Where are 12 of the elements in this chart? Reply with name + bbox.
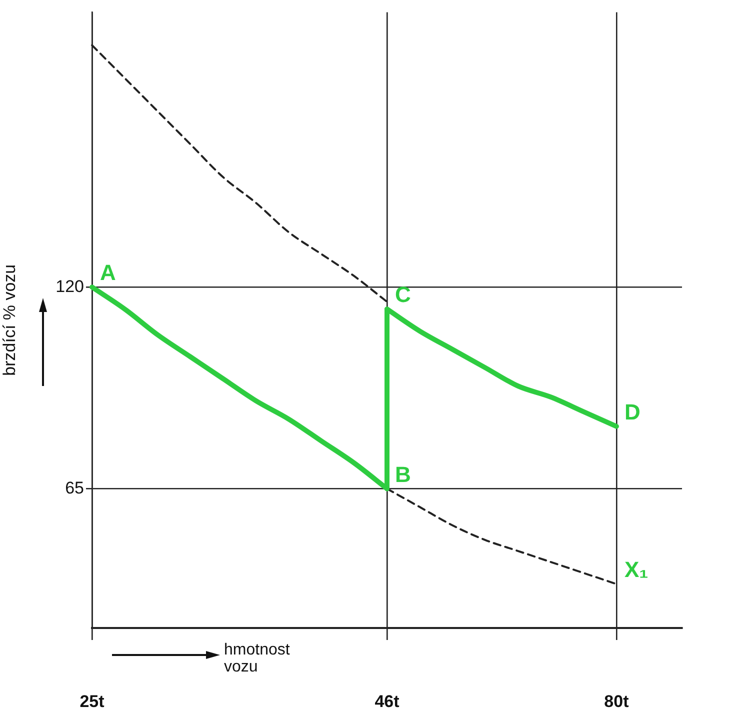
- annotation: C: [395, 282, 411, 308]
- annotation: X₁: [624, 557, 648, 582]
- x-tick-label: 25t: [80, 692, 105, 711]
- x-axis-title: hmotnost vozu: [224, 641, 290, 676]
- annotation: B: [395, 462, 411, 487]
- x-tick-label: 80t: [604, 692, 630, 711]
- annotation: A: [100, 260, 116, 286]
- annotation: D: [624, 399, 640, 424]
- y-axis-title: brzdící % vozu: [0, 264, 19, 376]
- x-tick-label: 46t: [374, 692, 400, 711]
- y-tick-label: 65: [65, 478, 84, 498]
- y-tick-label: 120: [56, 276, 84, 296]
